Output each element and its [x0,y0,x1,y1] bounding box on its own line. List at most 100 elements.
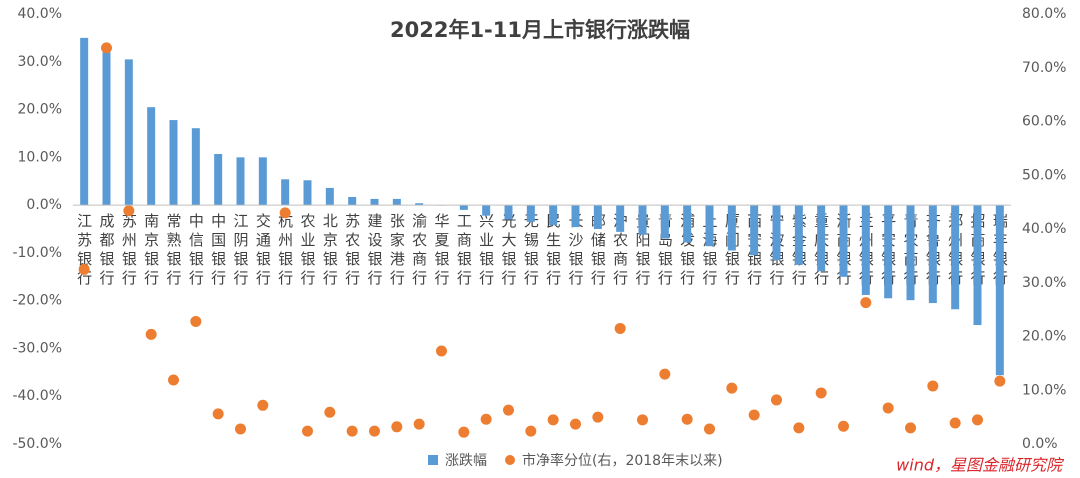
bar [281,179,290,206]
bar [973,205,982,326]
dot [101,42,112,54]
bar [683,205,692,243]
x-tick-label: 工商银行 [455,213,473,289]
y-tick-label: 10.0% [18,149,62,165]
bar [616,205,625,232]
bar [995,205,1004,376]
dot [681,413,693,425]
bar [392,198,401,206]
dot [927,380,939,392]
dot [436,345,447,357]
bar [750,205,759,256]
bar [482,205,491,216]
bar [705,205,714,247]
bar [80,37,89,206]
x-tick-label: 江苏银行 [75,213,93,289]
legend-label: 市净率分位(右，2018年末以来) [522,452,723,469]
y2-tick-label: 70.0% [1022,60,1066,76]
dot [815,387,827,399]
x-tick-label: 南京银行 [142,213,160,289]
dot [235,423,246,435]
y-tick-label: 30.0% [18,54,62,70]
dot [704,423,715,435]
dot [503,404,514,416]
dot [279,207,291,219]
x-tick-label: 沪农商行 [611,213,629,289]
bar [169,120,178,206]
bar [124,59,133,206]
bar [504,205,513,220]
bar [459,205,468,210]
bar [147,107,156,206]
dot [302,425,313,437]
bar [727,205,736,251]
x-tick-label: 无锡银行 [522,213,540,289]
dot [212,408,224,420]
x-tick-label: 民生银行 [544,213,562,289]
x-tick-label: 交通银行 [254,212,272,289]
dot [190,315,202,327]
legend-label: 涨跌幅 [445,453,487,469]
dot [592,411,604,423]
y-tick-label: -50.0% [12,436,62,452]
dot [324,406,336,418]
dot [949,417,961,429]
dot [838,420,849,432]
bar [303,180,312,206]
x-tick-label: 杭州银行 [276,213,294,289]
x-tick-label: 渝农商行 [410,213,428,289]
x-tick-label: 中信银行 [187,213,205,289]
bar [236,157,245,206]
dot [637,414,648,426]
legend-swatch [505,455,515,465]
bar [526,205,535,222]
y-tick-label: 0.0% [26,197,62,213]
y2-tick-label: 40.0% [1022,221,1066,237]
x-tick-label: 浦发银行 [678,213,696,289]
dot [458,426,470,438]
x-tick-label: 上海银行 [701,213,719,289]
dot [168,374,179,386]
x-tick-label: 建设银行 [366,213,384,289]
x-tick-label: 青岛银行 [656,213,674,289]
x-tick-label: 兴业银行 [477,213,495,289]
x-tick-label: 江阴银行 [232,213,250,289]
y2-tick-label: 10.0% [1022,382,1066,398]
y-tick-label: -10.0% [12,245,62,261]
x-tick-label: 常熟银行 [165,213,183,289]
x-tick-label: 邮储银行 [589,213,607,289]
bar [214,153,223,206]
dot [547,414,559,426]
y2-tick-label: 0.0% [1022,436,1058,452]
dot [905,422,916,434]
y-tick-label: 20.0% [18,102,62,118]
x-tick-label: 成都银行 [98,213,116,289]
dot [570,418,581,430]
y2-tick-label: 60.0% [1022,114,1066,130]
x-tick-label: 光大银行 [500,213,518,289]
bar [348,196,357,206]
x-tick-label: 长沙银行 [567,213,585,289]
dot [78,263,90,275]
x-tick-label: 贵阳银行 [634,213,652,289]
y-tick-label: -40.0% [12,388,62,404]
y2-tick-label: 30.0% [1022,275,1066,291]
x-tick-label: 农业银行 [299,213,317,289]
dot [793,422,805,434]
y-tick-label: -20.0% [12,293,62,309]
bar [102,52,111,206]
y-tick-label: 40.0% [18,6,62,22]
dot [145,328,157,340]
chart-title: 2022年1-11月上市银行涨跌幅 [390,18,690,42]
bar [415,203,424,206]
x-tick-label: 厦门银行 [723,213,741,289]
x-tick-label: 张家港行 [388,213,406,289]
x-tick-label: 华夏银行 [433,213,451,289]
dot [346,425,358,437]
bar [370,198,379,206]
dot [480,413,492,425]
bar [325,187,334,206]
dot [748,409,760,421]
dot [413,418,425,430]
